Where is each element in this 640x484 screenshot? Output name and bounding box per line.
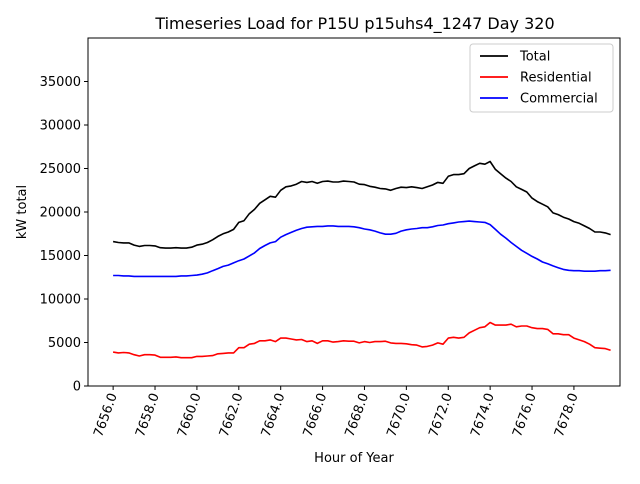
- series-line-commercial: [113, 220, 611, 278]
- series-line-residential: [112, 321, 611, 359]
- y-tick-label: 35000: [40, 75, 81, 90]
- legend-label-residential: Residential: [520, 71, 592, 86]
- series-layer: [112, 160, 611, 359]
- chart-title: Timeseries Load for P15U p15uhs4_1247 Da…: [154, 14, 554, 34]
- y-tick-label: 15000: [40, 249, 81, 264]
- y-tick-label: 5000: [48, 336, 81, 351]
- plot-frame: [87, 37, 621, 387]
- x-axis-label: Hour of Year: [314, 451, 394, 466]
- y-tick-label: 0: [73, 380, 81, 395]
- legend-box: [469, 43, 614, 113]
- series-line-total: [112, 160, 611, 249]
- legend-label-commercial: Commercial: [520, 92, 598, 107]
- legend-label-total: Total: [519, 50, 550, 65]
- y-axis-label: kW total: [15, 185, 30, 239]
- y-tick-label: 30000: [40, 119, 81, 134]
- legend: Total Residential Commercial: [469, 43, 614, 113]
- y-tick-label: 25000: [40, 162, 81, 177]
- y-tick-label: 20000: [40, 206, 81, 221]
- y-tick-label: 10000: [40, 293, 81, 308]
